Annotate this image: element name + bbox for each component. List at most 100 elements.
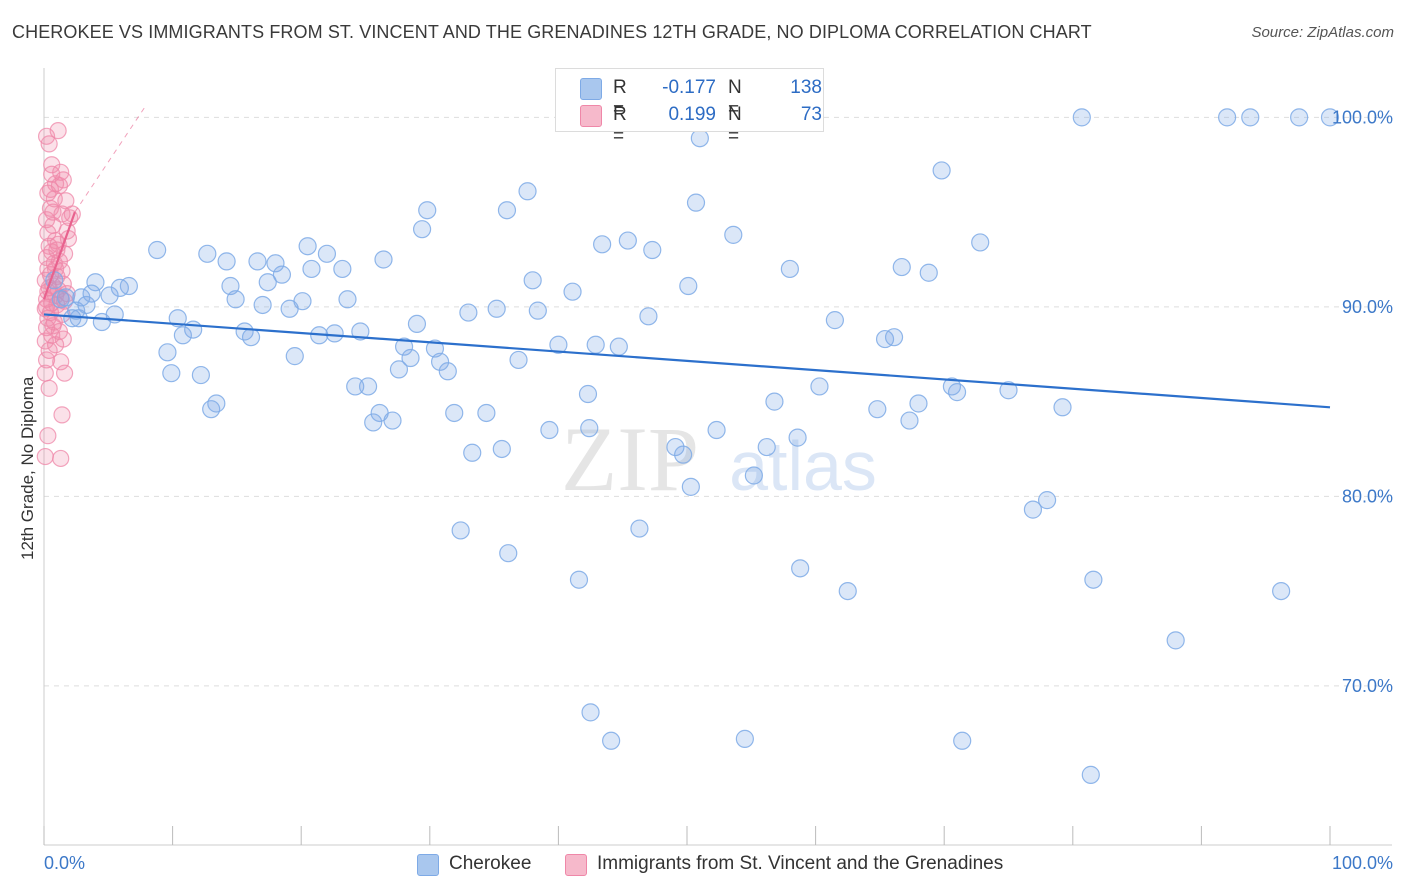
data-point-immigrants xyxy=(40,379,58,397)
data-point-cherokee xyxy=(253,295,272,315)
data-point-immigrants xyxy=(36,447,54,466)
data-point-cherokee xyxy=(810,377,829,396)
data-point-cherokee xyxy=(900,411,919,430)
data-point-cherokee xyxy=(1084,570,1103,589)
data-point-cherokee xyxy=(241,328,261,347)
data-point-cherokee xyxy=(765,392,784,411)
data-point-cherokee xyxy=(971,233,990,252)
legend-r-label: R = xyxy=(613,77,627,120)
source-label: Source: ZipAtlas.com xyxy=(1251,24,1394,41)
data-point-cherokee xyxy=(639,307,658,326)
chart-title: CHEROKEE VS IMMIGRANTS FROM ST. VINCENT … xyxy=(12,22,1092,42)
data-point-cherokee xyxy=(412,220,432,239)
y-tick-label: 70.0% xyxy=(1342,676,1393,696)
data-point-cherokee xyxy=(374,250,393,269)
x-tick-label: 100.0% xyxy=(1332,853,1393,873)
data-point-cherokee xyxy=(919,263,938,282)
data-point-cherokee xyxy=(1072,108,1091,127)
data-point-cherokee xyxy=(724,225,743,244)
data-point-cherokee xyxy=(158,343,177,362)
data-point-immigrants xyxy=(40,135,58,153)
data-point-cherokee xyxy=(1272,581,1291,601)
data-point-immigrants xyxy=(46,336,65,354)
legend-r-value: -0.177 xyxy=(662,77,716,98)
data-point-cherokee xyxy=(825,311,844,330)
data-point-immigrants xyxy=(43,165,61,183)
trend-lines xyxy=(42,107,1331,409)
data-point-cherokee xyxy=(351,322,370,341)
data-point-cherokee xyxy=(643,240,662,260)
data-point-cherokee xyxy=(184,320,203,339)
data-point-cherokee xyxy=(942,377,962,396)
data-point-immigrants xyxy=(55,364,74,382)
data-point-cherokee xyxy=(744,466,763,485)
data-point-cherokee xyxy=(418,201,437,220)
data-point-cherokee xyxy=(173,326,192,345)
data-point-immigrants xyxy=(36,364,54,382)
data-point-cherokee xyxy=(892,257,911,277)
data-point-cherokee xyxy=(581,703,600,722)
data-point-cherokee xyxy=(909,394,928,413)
data-point-cherokee xyxy=(168,309,187,328)
data-point-cherokee xyxy=(477,403,496,423)
data-point-cherokee xyxy=(148,240,167,260)
data-point-cherokee xyxy=(707,420,726,440)
data-point-cherokee xyxy=(523,271,542,290)
bottom-legend-swatch-immigrants xyxy=(565,854,587,876)
data-point-cherokee xyxy=(463,443,482,462)
data-point-cherokee xyxy=(509,350,528,370)
legend-swatch-immigrants xyxy=(580,105,602,127)
data-point-cherokee xyxy=(110,278,129,298)
legend-n-label: N = xyxy=(728,77,742,120)
data-point-cherokee xyxy=(191,365,210,385)
data-point-cherokee xyxy=(1241,108,1260,127)
data-point-cherokee xyxy=(686,193,706,212)
bottom-legend-swatch-cherokee xyxy=(417,854,439,876)
data-point-cherokee xyxy=(609,337,628,356)
y-tick-label: 80.0% xyxy=(1342,486,1393,506)
data-point-cherokee xyxy=(630,519,649,538)
legend-n-label: N = xyxy=(728,104,742,147)
data-point-cherokee xyxy=(333,259,352,279)
data-point-cherokee xyxy=(757,437,776,457)
data-point-cherokee xyxy=(690,129,709,148)
data-point-cherokee xyxy=(1081,765,1100,784)
watermark-atlas: atlas xyxy=(729,427,877,505)
data-point-cherokee xyxy=(578,384,598,404)
data-point-immigrants xyxy=(39,427,57,445)
data-point-cherokee xyxy=(593,235,612,254)
bottom-legend-label-immigrants: Immigrants from St. Vincent and the Gren… xyxy=(597,853,1004,874)
data-point-cherokee xyxy=(445,403,464,423)
data-point-cherokee xyxy=(1320,108,1340,127)
y-tick-label: 100.0% xyxy=(1332,107,1393,127)
legend-swatch-cherokee xyxy=(580,78,602,100)
data-point-cherokee xyxy=(788,428,807,447)
legend: R = -0.177 N = 138 R = 0.199 N = 73 xyxy=(555,68,824,147)
data-point-cherokee xyxy=(586,335,605,354)
data-point-cherokee xyxy=(364,413,383,432)
trend-line-immigrants-extension xyxy=(74,107,145,213)
data-point-cherokee xyxy=(602,731,621,750)
axes xyxy=(43,68,1392,846)
data-point-cherokee xyxy=(258,273,277,292)
trend-line-cherokee xyxy=(43,313,1331,409)
data-point-cherokee xyxy=(451,521,470,540)
data-point-cherokee xyxy=(302,259,321,279)
data-point-immigrants xyxy=(52,353,70,371)
data-point-cherokee xyxy=(499,544,518,563)
data-point-cherokee xyxy=(674,445,693,464)
data-point-cherokee xyxy=(735,729,754,748)
data-point-cherokee xyxy=(383,411,402,430)
data-point-cherokee xyxy=(325,324,344,343)
data-point-immigrants xyxy=(44,203,62,221)
data-point-cherokee xyxy=(198,244,217,263)
data-point-cherokee xyxy=(791,559,810,578)
data-point-cherokee xyxy=(868,400,887,419)
tick-labels: 70.0% 80.0% 90.0% 100.0% 0.0% 100.0% xyxy=(44,107,1393,873)
data-point-immigrants xyxy=(37,351,56,369)
data-point-cherokee xyxy=(953,731,972,750)
data-point-immigrants xyxy=(52,449,70,468)
data-point-cherokee xyxy=(528,301,547,320)
data-point-cherokee xyxy=(947,383,967,402)
